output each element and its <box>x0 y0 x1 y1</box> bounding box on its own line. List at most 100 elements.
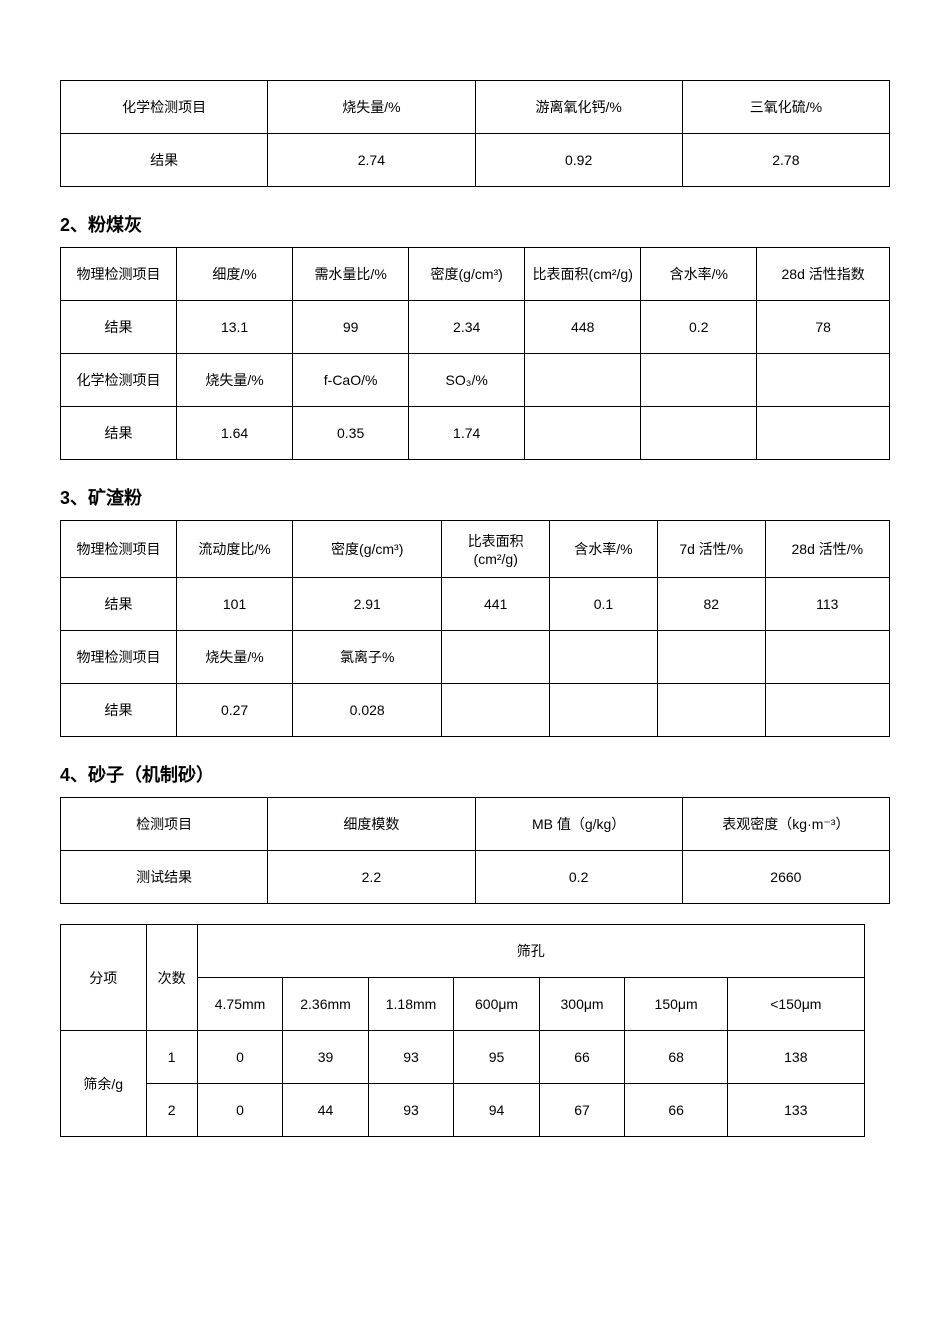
empty-cell <box>525 407 641 460</box>
empty-cell <box>641 407 757 460</box>
value-cell: 68 <box>625 1031 728 1084</box>
value-cell: 2.74 <box>268 134 475 187</box>
section3-title: 3、矿渣粉 <box>60 484 890 510</box>
row-num: 2 <box>146 1084 197 1137</box>
sand-sieve-table: 分项 次数 筛孔 4.75mm 2.36mm 1.18mm 600μm 300μ… <box>60 924 890 1137</box>
result-label: 结果 <box>61 407 177 460</box>
value-cell: 93 <box>368 1084 454 1137</box>
value-cell: 101 <box>177 578 293 631</box>
header-cell: SO₃/% <box>409 354 525 407</box>
value-cell: 448 <box>525 301 641 354</box>
value-cell: 2.34 <box>409 301 525 354</box>
section4-title: 4、砂子（机制砂） <box>60 761 890 787</box>
header-cell: 含水率/% <box>641 248 757 301</box>
value-cell: 2.2 <box>268 851 475 904</box>
header-cell: 28d 活性/% <box>765 521 889 578</box>
header-cell: 化学检测项目 <box>61 354 177 407</box>
sieve-header: 2.36mm <box>283 978 369 1031</box>
empty-cell <box>765 684 889 737</box>
value-cell: 0.27 <box>177 684 293 737</box>
value-cell: 113 <box>765 578 889 631</box>
empty-cell <box>657 631 765 684</box>
header-cell: 物理检测项目 <box>61 521 177 578</box>
value-cell: 1.74 <box>409 407 525 460</box>
header-cell: 物理检测项目 <box>61 631 177 684</box>
empty-cell <box>550 684 658 737</box>
empty-cell <box>757 407 890 460</box>
empty-cell <box>657 684 765 737</box>
value-cell: 2660 <box>682 851 889 904</box>
empty-cell <box>550 631 658 684</box>
empty-cell <box>525 354 641 407</box>
value-cell: 0.028 <box>293 684 442 737</box>
chemical-test-table: 化学检测项目 烧失量/% 游离氧化钙/% 三氧化硫/% 结果 2.74 0.92… <box>60 80 890 187</box>
sieve-header: <150μm <box>727 978 864 1031</box>
value-cell: 66 <box>539 1031 625 1084</box>
sieve-header: 300μm <box>539 978 625 1031</box>
sieve-header: 600μm <box>454 978 540 1031</box>
header-cell: 7d 活性/% <box>657 521 765 578</box>
value-cell: 94 <box>454 1084 540 1137</box>
header-cell: MB 值（g/kg） <box>475 798 682 851</box>
result-label: 测试结果 <box>61 851 268 904</box>
value-cell: 2.91 <box>293 578 442 631</box>
value-cell: 95 <box>454 1031 540 1084</box>
header-cell: 含水率/% <box>550 521 658 578</box>
value-cell: 44 <box>283 1084 369 1137</box>
col-label: 分项 <box>61 925 147 1031</box>
value-cell: 2.78 <box>682 134 889 187</box>
header-cell: 烧失量/% <box>177 354 293 407</box>
sieve-header: 150μm <box>625 978 728 1031</box>
fly-ash-table: 物理检测项目 细度/% 需水量比/% 密度(g/cm³) 比表面积(cm²/g)… <box>60 247 890 460</box>
header-cell: 流动度比/% <box>177 521 293 578</box>
value-cell: 67 <box>539 1084 625 1137</box>
value-cell: 99 <box>293 301 409 354</box>
header-cell: 游离氧化钙/% <box>475 81 682 134</box>
empty-cell <box>442 684 550 737</box>
header-cell: 密度(g/cm³) <box>409 248 525 301</box>
value-cell: 66 <box>625 1084 728 1137</box>
value-cell: 1.64 <box>177 407 293 460</box>
value-cell: 0 <box>197 1031 283 1084</box>
header-cell: 烧失量/% <box>268 81 475 134</box>
value-cell: 78 <box>757 301 890 354</box>
empty-cell <box>641 354 757 407</box>
value-cell: 0.35 <box>293 407 409 460</box>
header-cell: 需水量比/% <box>293 248 409 301</box>
sand-table-top: 检测项目 细度模数 MB 值（g/kg） 表观密度（kg·m⁻³） 测试结果 2… <box>60 797 890 904</box>
result-label: 结果 <box>61 134 268 187</box>
value-cell: 441 <box>442 578 550 631</box>
empty-cell <box>442 631 550 684</box>
header-cell: 比表面积(cm²/g) <box>442 521 550 578</box>
value-cell: 82 <box>657 578 765 631</box>
header-cell: 化学检测项目 <box>61 81 268 134</box>
header-cell: 细度模数 <box>268 798 475 851</box>
value-cell: 93 <box>368 1031 454 1084</box>
header-cell: 烧失量/% <box>177 631 293 684</box>
header-cell: 三氧化硫/% <box>682 81 889 134</box>
header-cell: f-CaO/% <box>293 354 409 407</box>
header-cell: 比表面积(cm²/g) <box>525 248 641 301</box>
sieve-header: 1.18mm <box>368 978 454 1031</box>
value-cell: 0.2 <box>641 301 757 354</box>
sieve-row-label: 筛余/g <box>61 1031 147 1137</box>
sieve-header: 4.75mm <box>197 978 283 1031</box>
header-cell: 物理检测项目 <box>61 248 177 301</box>
value-cell: 39 <box>283 1031 369 1084</box>
section2-title: 2、粉煤灰 <box>60 211 890 237</box>
result-label: 结果 <box>61 578 177 631</box>
value-cell: 13.1 <box>177 301 293 354</box>
value-cell: 138 <box>727 1031 864 1084</box>
header-cell: 28d 活性指数 <box>757 248 890 301</box>
sieve-label: 筛孔 <box>197 925 864 978</box>
header-cell: 表观密度（kg·m⁻³） <box>682 798 889 851</box>
header-cell: 检测项目 <box>61 798 268 851</box>
value-cell: 133 <box>727 1084 864 1137</box>
header-cell: 密度(g/cm³) <box>293 521 442 578</box>
empty-cell <box>765 631 889 684</box>
header-cell: 细度/% <box>177 248 293 301</box>
row-num: 1 <box>146 1031 197 1084</box>
slag-powder-table: 物理检测项目 流动度比/% 密度(g/cm³) 比表面积(cm²/g) 含水率/… <box>60 520 890 737</box>
value-cell: 0.2 <box>475 851 682 904</box>
row-label: 次数 <box>146 925 197 1031</box>
